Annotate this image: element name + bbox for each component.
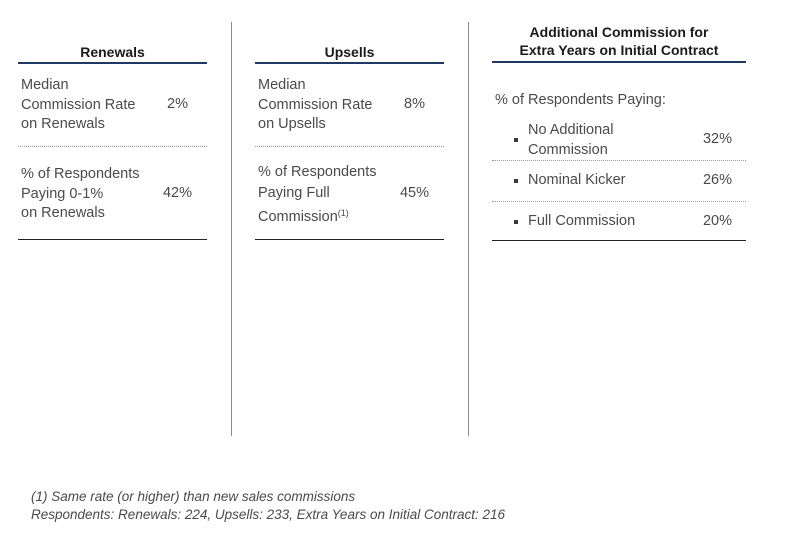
renewals-column: Renewals Median Commission Rate on Renew… <box>18 0 207 260</box>
upsells-paying-value: 45% <box>399 185 429 201</box>
extra-item-label: Full Commission <box>528 213 636 229</box>
renewals-paying-label: % of Respondents Paying 0-1% on Renewals <box>21 166 140 221</box>
upsells-bottom-rule <box>255 239 444 240</box>
extra-item-label: No Additional Commission <box>528 122 614 158</box>
renewals-row-divider <box>18 146 207 147</box>
footnote-1: (1) Same rate (or higher) than new sales… <box>31 489 356 504</box>
footnote-2: Respondents: Renewals: 224, Upsells: 233… <box>31 507 506 522</box>
extra-item-value: 32% <box>702 131 732 147</box>
bullet-icon <box>514 179 518 183</box>
upsells-column: Upsells Median Commission Rate on Upsell… <box>255 0 444 260</box>
upsells-title-rule <box>255 62 444 64</box>
upsells-title: Upsells <box>324 44 375 60</box>
extra-years-title-rule <box>492 61 746 63</box>
renewals-bottom-rule <box>18 239 207 240</box>
renewals-title-rule <box>18 62 207 64</box>
extra-item-value: 20% <box>702 213 732 229</box>
upsells-paying-label: % of Respondents Paying Full Commission(… <box>258 164 377 225</box>
bullet-icon <box>514 220 518 224</box>
upsells-row-divider <box>255 146 444 147</box>
extra-row-divider <box>492 160 746 161</box>
extra-years-column: Additional Commission for Extra Years on… <box>492 0 746 260</box>
column-divider-1 <box>231 22 232 436</box>
column-divider-2 <box>468 22 469 436</box>
renewals-median-value: 2% <box>167 96 188 112</box>
extra-item-label: Nominal Kicker <box>528 172 626 188</box>
extra-years-bottom-rule <box>492 240 746 241</box>
renewals-paying-value: 42% <box>162 185 192 201</box>
extra-row-divider <box>492 201 746 202</box>
renewals-title: Renewals <box>80 44 145 60</box>
upsells-median-value: 8% <box>404 96 425 112</box>
bullet-icon <box>514 138 518 142</box>
renewals-median-label: Median Commission Rate on Renewals <box>21 77 136 132</box>
extra-years-title: Additional Commission for Extra Years on… <box>519 24 719 58</box>
footnote-ref: (1) <box>337 208 349 218</box>
upsells-median-label: Median Commission Rate on Upsells <box>258 77 373 132</box>
extra-years-intro: % of Respondents Paying: <box>495 92 666 108</box>
extra-item-value: 26% <box>702 172 732 188</box>
